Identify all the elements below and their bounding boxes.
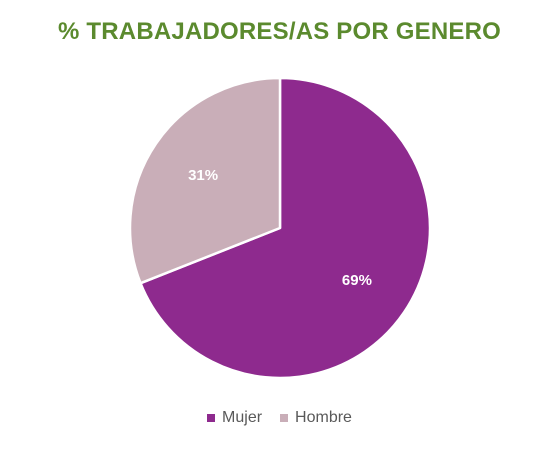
pie-slice-hombre	[128, 76, 282, 285]
chart-legend: Mujer Hombre	[0, 409, 559, 427]
legend-label-mujer: Mujer	[222, 409, 263, 426]
data-label-hombre: 31%	[188, 167, 218, 184]
legend-swatch-mujer	[207, 414, 216, 422]
data-label-mujer: 69%	[342, 272, 372, 289]
legend-item-hombre: Hombre	[280, 409, 352, 427]
chart-title: % TRABAJADORES/AS POR GENERO	[58, 18, 501, 45]
legend-swatch-hombre	[280, 414, 289, 422]
legend-label-hombre: Hombre	[295, 409, 352, 426]
pie-slice-mujer	[139, 76, 432, 380]
legend-item-mujer: Mujer	[207, 409, 262, 427]
